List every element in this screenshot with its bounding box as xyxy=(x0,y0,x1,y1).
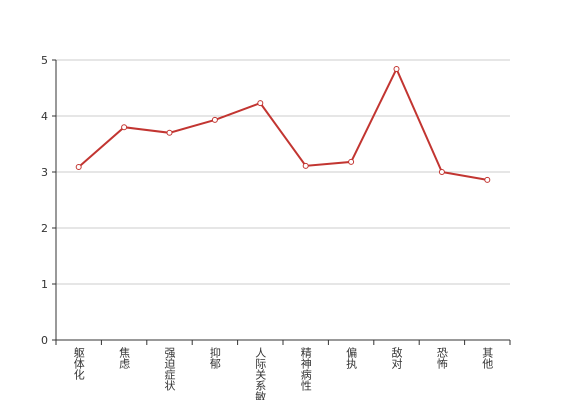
x-tick-label: 焦虑 xyxy=(118,347,131,369)
x-tick-label: 躯体化 xyxy=(72,347,85,381)
y-tick-label: 3 xyxy=(41,166,48,179)
x-tick-label: 偏执 xyxy=(345,346,358,370)
y-tick-label: 2 xyxy=(41,222,48,235)
x-tick-label: 敌对 xyxy=(390,346,403,369)
point xyxy=(348,158,355,165)
x-tick-label: 恐怖 xyxy=(435,347,448,369)
x-tick-label: 抑郁 xyxy=(208,346,221,369)
point xyxy=(121,124,128,131)
x-tick-label: 人际关系敏感 xyxy=(254,347,267,400)
x-tick-label: 其他 xyxy=(481,347,494,369)
y-tick-label: 4 xyxy=(41,110,48,123)
point xyxy=(438,169,445,175)
series-line xyxy=(78,66,488,181)
y-tick-label: 5 xyxy=(41,54,48,67)
point xyxy=(302,162,309,169)
y-tick-label: 0 xyxy=(41,334,48,347)
x-tick-label: 精神病性 xyxy=(299,347,312,392)
y-tick-label: 1 xyxy=(41,278,48,291)
point xyxy=(211,116,218,123)
x-tick-label: 强迫症状 xyxy=(163,347,176,391)
point xyxy=(393,65,400,72)
point xyxy=(166,129,173,136)
point xyxy=(257,100,264,107)
point xyxy=(75,163,82,170)
point xyxy=(484,176,491,183)
